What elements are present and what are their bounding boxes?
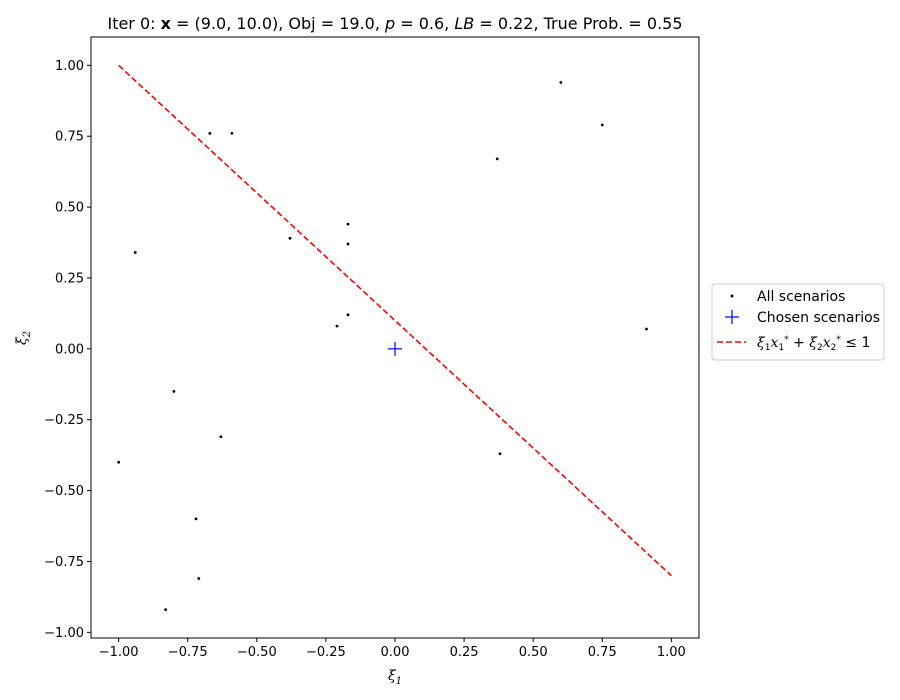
x-tick-label: 0.50: [519, 645, 548, 660]
y-tick-label: 0.50: [55, 201, 84, 216]
x-tick-label: −0.75: [168, 645, 208, 660]
legend-label-chosen-scenarios: Chosen scenarios: [757, 310, 880, 326]
x-tick-label: −0.25: [306, 645, 346, 660]
y-tick-label: −0.50: [44, 484, 84, 499]
scenario-point: [335, 324, 339, 328]
scenario-point: [346, 313, 350, 317]
x-axis-ticks: −1.00 −0.75 −0.50 −0.25 0.00 0.25 0.50 0.75 1.00: [99, 638, 686, 660]
y-tick-label: 1.00: [55, 59, 84, 74]
x-tick-label: −0.50: [237, 645, 277, 660]
x-tick-label: −1.00: [99, 645, 139, 660]
scenario-point: [172, 389, 176, 393]
y-tick-label: −1.00: [44, 626, 84, 641]
scenario-point: [600, 123, 604, 127]
scenario-point: [219, 435, 223, 439]
y-tick-label: 0.25: [55, 271, 84, 286]
scenario-point: [194, 517, 198, 521]
y-tick-label: −0.75: [44, 555, 84, 570]
y-tick-label: −0.25: [44, 413, 84, 428]
scenario-point: [559, 80, 563, 84]
series-layer: [117, 64, 672, 612]
constraint-line: [118, 64, 672, 577]
legend-marker-chosen-scenarios: [725, 310, 739, 324]
y-axis-ticks: −1.00 −0.75 −0.50 −0.25 0.00 0.25 0.50 0.75 1.00: [44, 59, 91, 641]
x-tick-label: 0.25: [450, 645, 479, 660]
scenario-point: [288, 236, 292, 240]
scenario-point: [117, 460, 121, 464]
scenario-point: [495, 157, 499, 161]
scenario-point: [208, 131, 212, 135]
y-tick-label: 0.75: [55, 130, 84, 145]
scenario-point: [230, 131, 234, 135]
scenario-point: [346, 242, 350, 246]
chosen-scenario-marker: [388, 341, 402, 356]
x-tick-label: 0.00: [381, 645, 410, 660]
plot-frame: [90, 36, 700, 639]
legend-marker-all-scenarios: [730, 294, 734, 298]
x-tick-label: 0.75: [588, 645, 617, 660]
y-tick-label: 0.00: [55, 342, 84, 357]
scenario-point: [498, 452, 502, 456]
legend: All scenarios Chosen scenarios ξ1x1* + ξ…: [711, 283, 885, 361]
scenario-point: [346, 222, 350, 226]
scenario-point: [645, 327, 648, 331]
scenario-point: [164, 608, 168, 612]
legend-label-constraint-line: ξ1x1* + ξ2x2* ≤ 1: [757, 335, 870, 353]
scenario-point: [197, 577, 201, 580]
x-tick-label: 1.00: [657, 645, 686, 660]
plot-area: [91, 37, 699, 638]
legend-label-all-scenarios: All scenarios: [757, 289, 845, 305]
legend-box: [711, 283, 885, 361]
chart-title: Iter 0: x = (9.0, 10.0), Obj = 19.0, p =…: [107, 14, 682, 33]
scenario-point: [133, 251, 137, 254]
